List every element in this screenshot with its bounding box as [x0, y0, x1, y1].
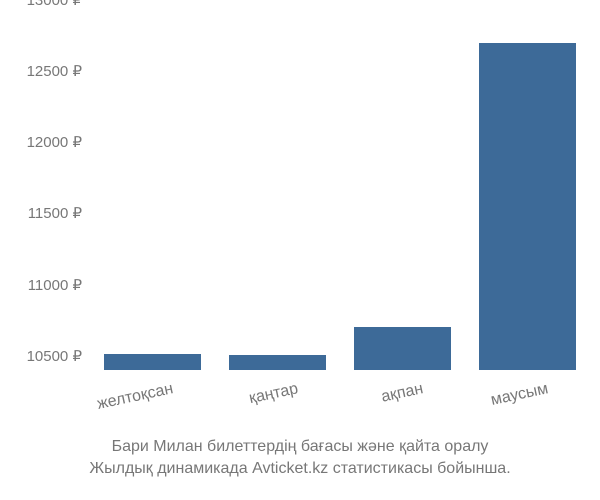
x-tick-label: желтоқсан — [63, 380, 174, 420]
price-chart: 10500 ₽ 11000 ₽ 11500 ₽ 12000 ₽ 12500 ₽ 13000… — [0, 0, 600, 500]
y-tick-label: 12000 ₽ — [27, 133, 82, 151]
bar — [354, 327, 452, 370]
y-tick-label: 11500 ₽ — [28, 204, 82, 222]
y-tick-label: 12500 ₽ — [27, 62, 82, 80]
x-tick-label: ақпан — [313, 380, 424, 420]
x-axis-labels: желтоқсанқаңтарақпанмаусым — [90, 372, 590, 422]
bar — [479, 43, 577, 370]
y-tick-label: 10500 ₽ — [27, 347, 82, 365]
y-tick-label: 11000 ₽ — [28, 276, 82, 294]
caption-line-1: Бари Милан билеттердің бағасы және қайта… — [0, 436, 600, 458]
bar — [229, 355, 327, 370]
y-axis: 10500 ₽ 11000 ₽ 11500 ₽ 12000 ₽ 12500 ₽ 13000… — [0, 0, 90, 370]
x-tick-label: маусым — [438, 380, 549, 420]
chart-caption: Бари Милан билеттердің бағасы және қайта… — [0, 436, 600, 481]
y-tick-label: 13000 ₽ — [27, 0, 82, 9]
x-tick-label: қаңтар — [188, 380, 299, 420]
caption-line-2: Жылдық динамикада Avticket.kz статистика… — [0, 458, 600, 480]
plot-area — [90, 0, 590, 370]
bar — [104, 354, 202, 370]
